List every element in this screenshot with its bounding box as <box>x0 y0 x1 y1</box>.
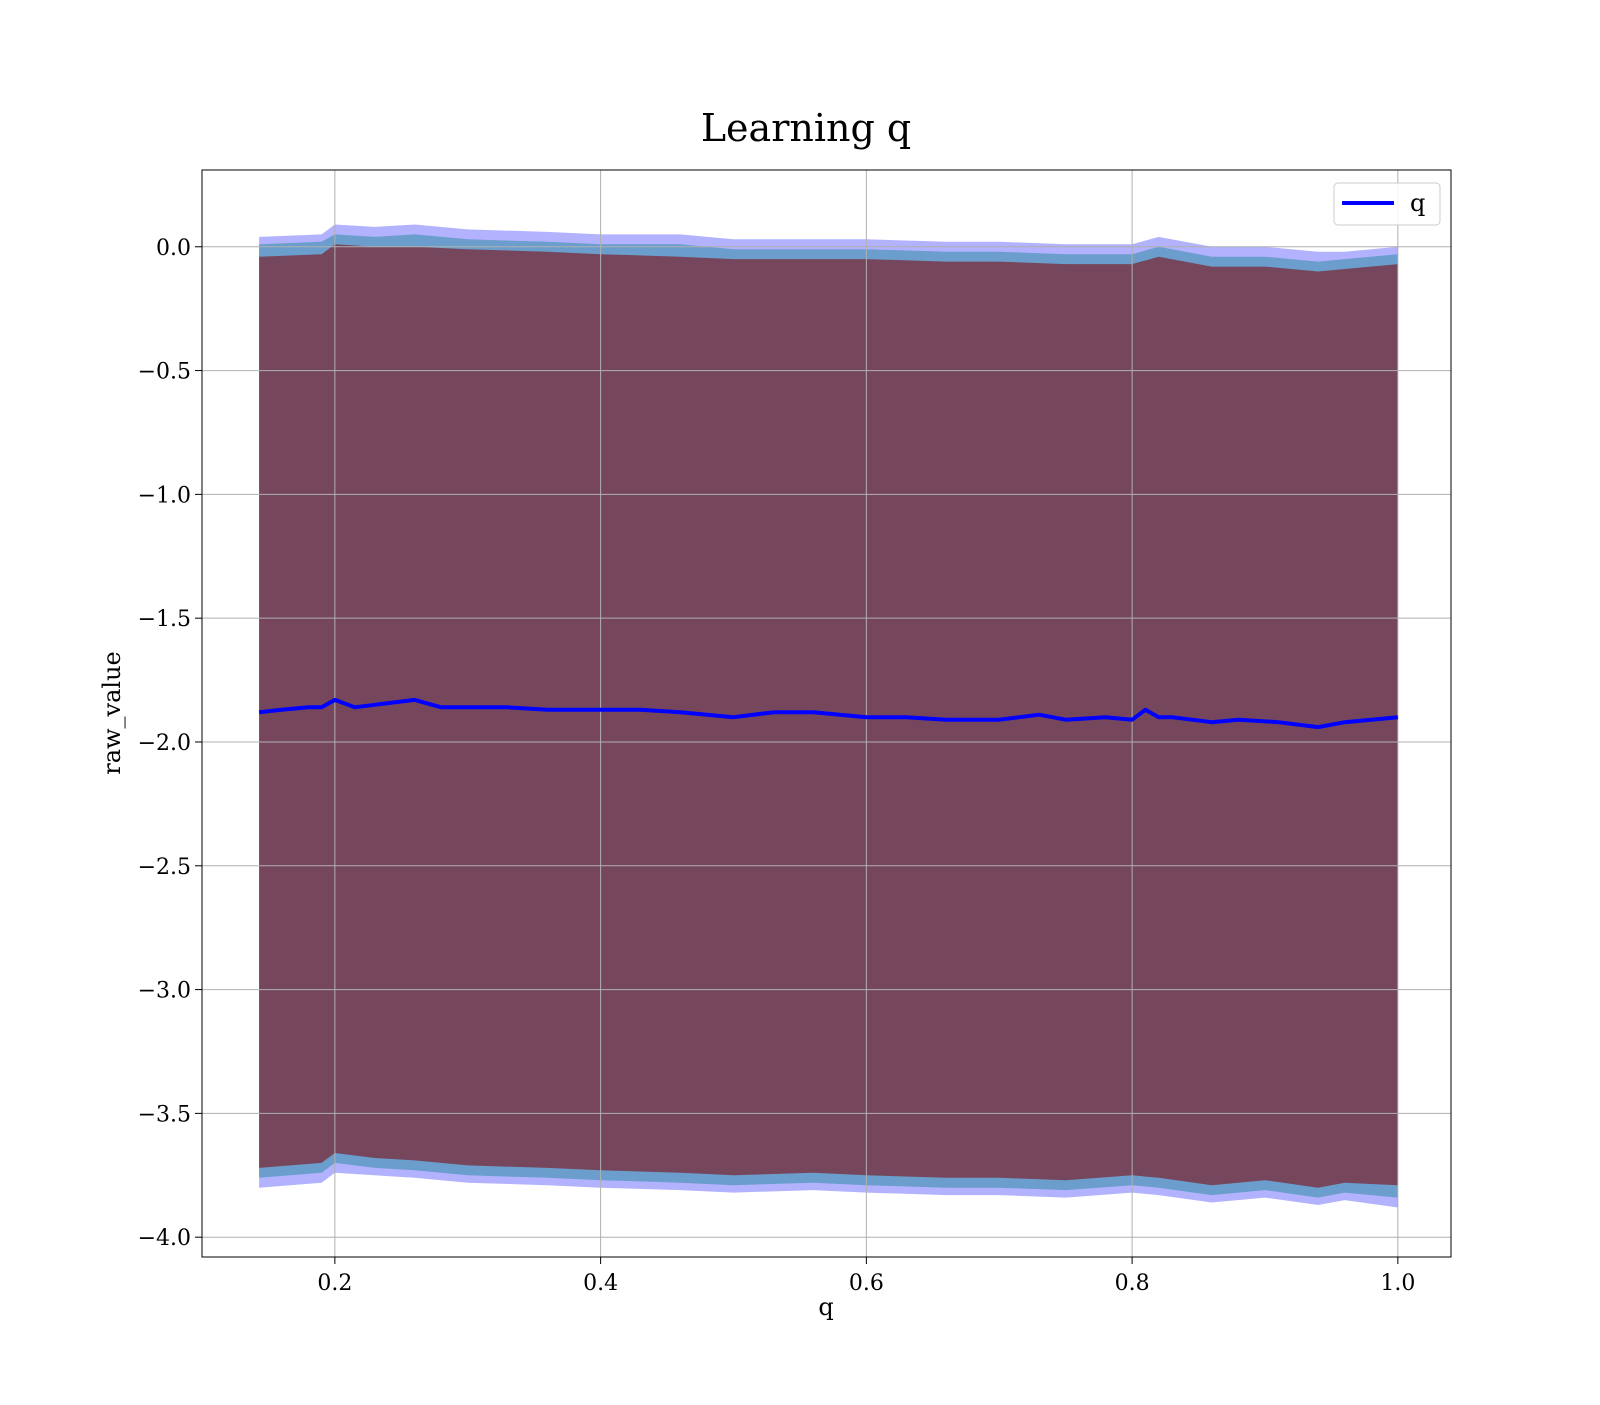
confidence-bands <box>259 224 1398 1208</box>
grid-lines <box>202 170 1451 1257</box>
x-tick-label-0: 0.2 <box>317 1271 352 1296</box>
y-tick-label-3: −1.5 <box>138 607 191 632</box>
y-tick-label-2: −1.0 <box>138 483 191 508</box>
x-tick-label-2: 0.6 <box>849 1271 884 1296</box>
x-axis-label: q <box>818 1293 833 1321</box>
chart-title: Learning q <box>701 106 911 150</box>
x-tick-label-4: 1.0 <box>1380 1271 1415 1296</box>
x-axis-ticks: 0.2 0.4 0.6 0.8 1.0 <box>317 1257 1415 1296</box>
y-tick-label-7: −3.5 <box>138 1102 191 1127</box>
series-lines <box>258 697 1399 730</box>
band-2 <box>259 244 1398 1188</box>
y-tick-label-1: −0.5 <box>138 360 191 385</box>
x-tick-label-3: 0.8 <box>1115 1271 1150 1296</box>
legend-label-q: q <box>1410 189 1425 217</box>
y-axis-ticks: 0.0 −0.5 −1.0 −1.5 −2.0 −2.5 −3.0 −3.5 −4.0 <box>138 236 202 1251</box>
legend: q <box>1333 182 1441 226</box>
plot-area <box>201 169 1452 1258</box>
y-tick-label-0: 0.0 <box>156 236 191 261</box>
y-tick-label-5: −2.5 <box>138 855 191 880</box>
x-tick-label-1: 0.4 <box>583 1271 618 1296</box>
y-tick-label-4: −2.0 <box>138 731 191 756</box>
series-line-0 <box>258 697 1399 730</box>
y-tick-label-8: −4.0 <box>138 1226 191 1251</box>
y-axis-label: raw_value <box>98 651 126 775</box>
plot-frame <box>201 169 1452 1258</box>
y-tick-label-6: −3.0 <box>138 979 191 1004</box>
